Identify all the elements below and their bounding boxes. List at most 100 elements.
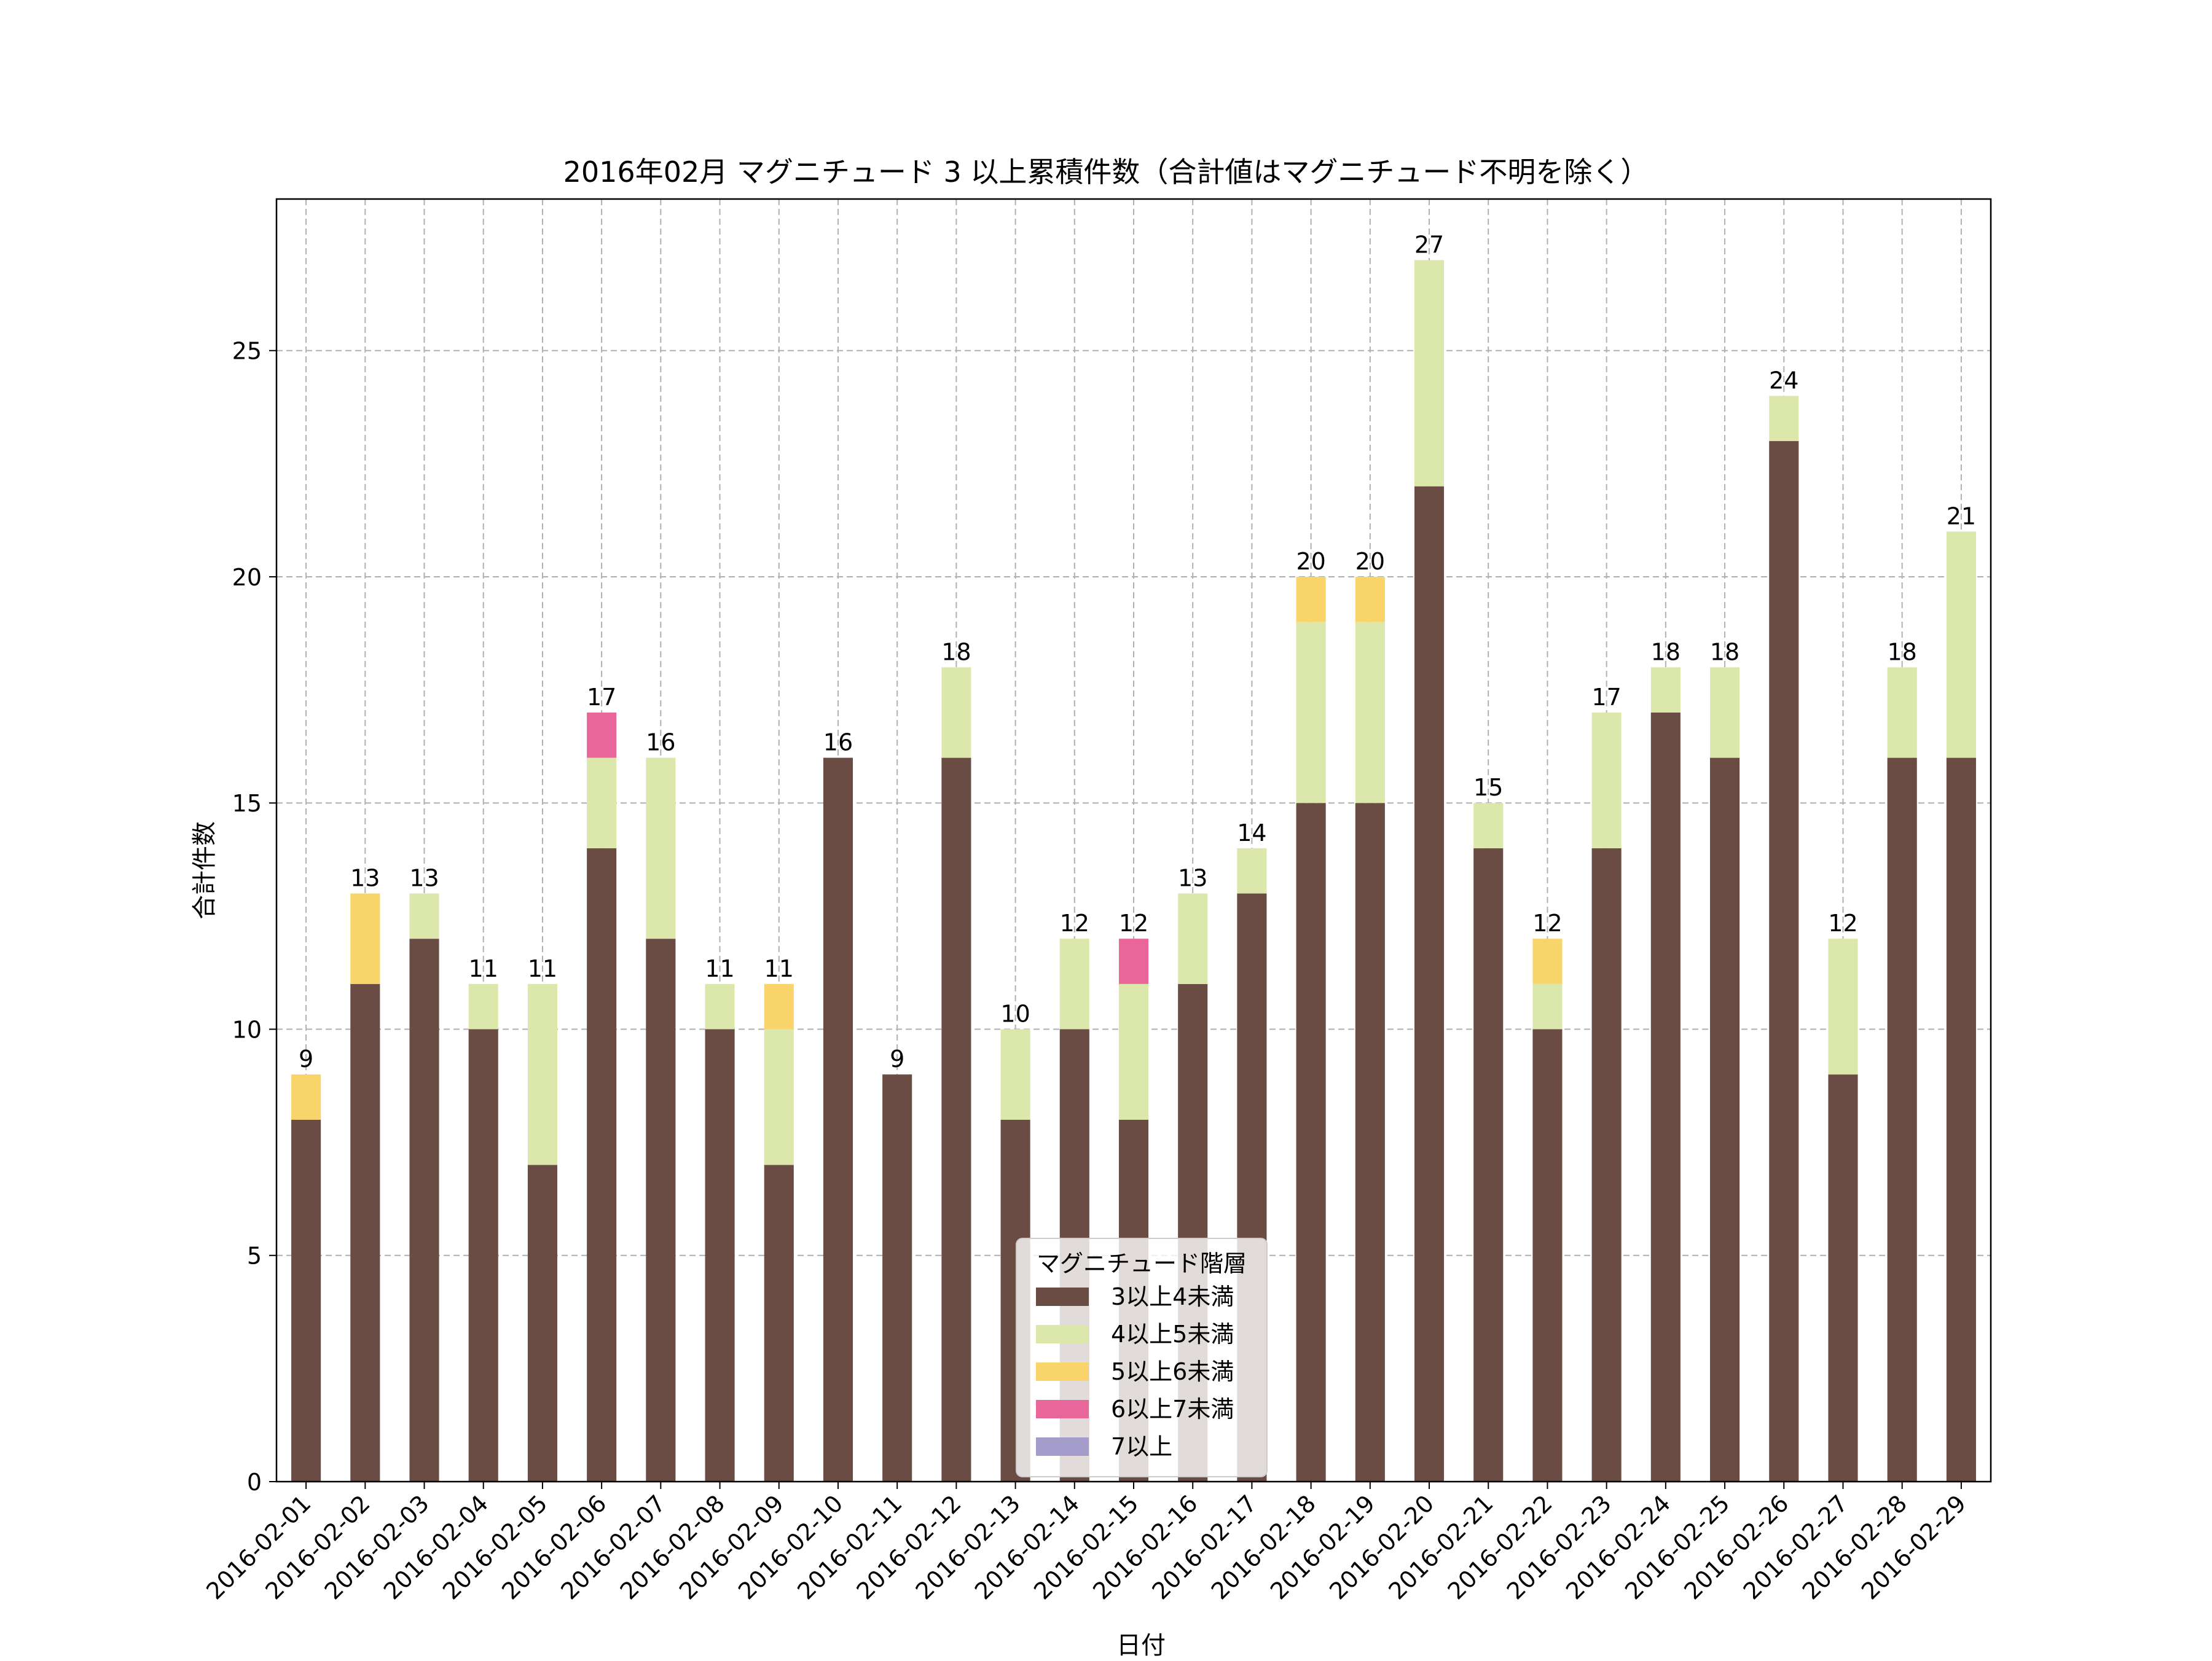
chart-title: 2016年02月 マグニチュード 3 以上累積件数（合計値はマグニチュード不明を… bbox=[563, 155, 1649, 189]
stacked-bar-chart: 2016年02月 マグニチュード 3 以上累積件数（合計値はマグニチュード不明を… bbox=[0, 0, 2212, 1659]
y-tick-label: 5 bbox=[247, 1243, 262, 1270]
bar-segment bbox=[646, 939, 675, 1482]
total-label: 18 bbox=[941, 638, 971, 665]
bar-segment bbox=[764, 1165, 794, 1482]
bar-segment bbox=[705, 1029, 735, 1482]
bar-segment bbox=[1888, 758, 1917, 1482]
bar-segment bbox=[409, 939, 439, 1482]
bar-segment bbox=[1355, 622, 1385, 803]
bar-segment bbox=[1355, 803, 1385, 1482]
bar-segment bbox=[1947, 758, 1976, 1482]
legend-label: 4以上5未満 bbox=[1111, 1321, 1234, 1348]
legend-label: 7以上 bbox=[1111, 1433, 1172, 1460]
y-tick-label: 15 bbox=[232, 790, 262, 817]
total-label: 21 bbox=[1947, 502, 1976, 530]
bar-segment bbox=[1532, 939, 1562, 984]
total-label: 17 bbox=[587, 684, 616, 711]
bar-segment bbox=[1592, 713, 1622, 848]
total-label: 16 bbox=[823, 729, 853, 756]
total-label: 18 bbox=[1888, 638, 1917, 665]
bar-segment bbox=[1119, 984, 1148, 1120]
y-tick-label: 20 bbox=[232, 564, 262, 591]
bar-segment bbox=[1828, 939, 1857, 1074]
bar-segment bbox=[1710, 667, 1739, 757]
bar-segment bbox=[587, 758, 616, 848]
bar-segment bbox=[1592, 848, 1622, 1482]
bar-segment bbox=[1296, 803, 1326, 1482]
chart-container: 2016年02月 マグニチュード 3 以上累積件数（合計値はマグニチュード不明を… bbox=[0, 0, 2212, 1659]
legend-label: 3以上4未満 bbox=[1111, 1283, 1234, 1310]
total-label: 11 bbox=[705, 955, 734, 982]
total-label: 12 bbox=[1060, 910, 1089, 937]
bar-segment bbox=[764, 984, 794, 1030]
total-label: 16 bbox=[646, 729, 675, 756]
bar-segment bbox=[291, 1074, 321, 1120]
total-label: 13 bbox=[409, 865, 439, 892]
bar-segment bbox=[1237, 848, 1266, 894]
bar-segment bbox=[1060, 939, 1089, 1029]
legend-swatch bbox=[1036, 1325, 1089, 1343]
total-label: 10 bbox=[1000, 1000, 1030, 1027]
bar-segment bbox=[350, 984, 380, 1482]
bar-segment bbox=[941, 758, 971, 1482]
legend-title: マグニチュード階層 bbox=[1037, 1250, 1247, 1277]
legend-swatch bbox=[1036, 1400, 1089, 1418]
bar-segment bbox=[528, 984, 557, 1165]
bar-segment bbox=[1710, 758, 1739, 1482]
total-label: 17 bbox=[1591, 684, 1621, 711]
total-label: 11 bbox=[528, 955, 557, 982]
total-label: 12 bbox=[1828, 910, 1857, 937]
bar-segment bbox=[1296, 577, 1326, 622]
total-label: 11 bbox=[469, 955, 498, 982]
total-label: 14 bbox=[1237, 819, 1266, 846]
bar-segment bbox=[1473, 803, 1503, 848]
total-label: 13 bbox=[350, 865, 380, 892]
legend: マグニチュード階層 3以上4未満 4以上5未満 5以上6未満 6以上7未満 7以上 bbox=[1016, 1238, 1267, 1477]
bar-segment bbox=[941, 667, 971, 757]
total-label: 20 bbox=[1296, 548, 1325, 575]
bar-segment bbox=[1296, 622, 1326, 803]
total-label: 9 bbox=[299, 1045, 313, 1073]
total-label: 18 bbox=[1710, 638, 1739, 665]
legend-swatch bbox=[1036, 1288, 1089, 1306]
bar-segment bbox=[1769, 396, 1798, 441]
bar-segment bbox=[1828, 1074, 1857, 1482]
bar-segment bbox=[1001, 1029, 1030, 1119]
bar-segment bbox=[1532, 984, 1562, 1030]
total-label: 27 bbox=[1414, 231, 1444, 258]
total-label: 12 bbox=[1119, 910, 1148, 937]
total-label: 13 bbox=[1178, 865, 1207, 892]
y-tick-label: 0 bbox=[247, 1469, 262, 1496]
legend-label: 5以上6未満 bbox=[1111, 1358, 1234, 1385]
bar-segment bbox=[1178, 894, 1207, 984]
bar-segment bbox=[1532, 1029, 1562, 1482]
legend-label: 6以上7未満 bbox=[1111, 1396, 1234, 1423]
total-label: 12 bbox=[1532, 910, 1562, 937]
x-axis-label: 日付 bbox=[1116, 1632, 1166, 1659]
total-label: 15 bbox=[1473, 774, 1503, 801]
bar-segment bbox=[291, 1120, 321, 1482]
y-axis-label: 合計件数 bbox=[190, 821, 219, 920]
bar-segment bbox=[469, 984, 498, 1030]
bar-segment bbox=[764, 1029, 794, 1165]
bar-segment bbox=[469, 1029, 498, 1482]
bar-segment bbox=[882, 1074, 912, 1482]
bar-segment bbox=[1355, 577, 1385, 622]
total-label: 18 bbox=[1651, 638, 1681, 665]
bar-segment bbox=[1414, 260, 1444, 486]
bar-segment bbox=[1651, 667, 1681, 713]
bar-segment bbox=[1414, 487, 1444, 1482]
bar-segment bbox=[1888, 667, 1917, 757]
bar-segment bbox=[823, 758, 853, 1482]
bar-segment bbox=[1769, 441, 1798, 1482]
bar-segment bbox=[1947, 531, 1976, 757]
bar-segment bbox=[705, 984, 735, 1030]
total-label: 9 bbox=[890, 1045, 904, 1073]
total-label: 20 bbox=[1355, 548, 1385, 575]
legend-swatch bbox=[1036, 1362, 1089, 1381]
legend-swatch bbox=[1036, 1437, 1089, 1456]
bar-segment bbox=[646, 758, 675, 939]
y-tick-label: 25 bbox=[232, 338, 262, 365]
y-tick-label: 10 bbox=[232, 1016, 262, 1043]
bar-segment bbox=[1119, 939, 1148, 984]
